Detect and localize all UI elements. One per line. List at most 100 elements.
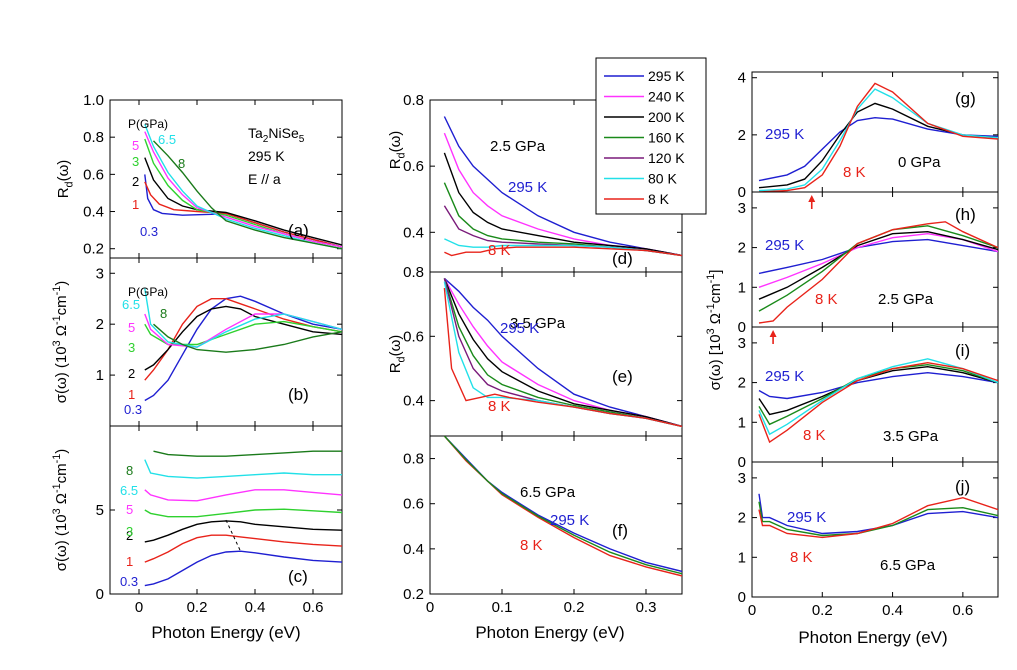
series-label: 0.3 <box>120 574 138 589</box>
annotation: E // a <box>248 171 281 187</box>
legend-label: 240 K <box>648 89 685 105</box>
panel-label: (f) <box>612 521 628 540</box>
series-line-295-K <box>758 493 998 535</box>
annotation: P(GPa) <box>128 285 168 299</box>
x-tick-label: 0.2 <box>187 599 208 616</box>
x-tick-label: 0 <box>426 599 434 616</box>
series-line-120-K <box>443 278 682 428</box>
y-axis-label: σ(ω) (103​ Ω-1​cm-1​) <box>51 281 70 403</box>
y-tick-label: 0.4 <box>83 204 104 221</box>
y-tick-label: 0.2 <box>83 241 104 258</box>
y-tick-label: 0.8 <box>83 129 104 146</box>
panel-label: (e) <box>612 367 633 386</box>
y-tick-label: 1 <box>738 414 746 431</box>
panel-label: (c) <box>288 567 308 586</box>
arrow-head-icon <box>808 195 816 202</box>
x-tick-label: 0.3 <box>636 599 657 616</box>
series-line-295-K <box>443 116 682 257</box>
series-line-2 <box>144 157 342 246</box>
x-tick-label: 0.1 <box>492 599 513 616</box>
series-line-160-K <box>758 501 998 537</box>
series-label: 3 <box>128 340 135 355</box>
x-axis-label: Photon Energy (eV) <box>151 623 300 642</box>
y-tick-label: 1 <box>96 367 104 384</box>
series-line-8 <box>153 450 342 457</box>
panel-j: 0 0.2 0.4 0.6 0 1 2 3 (j) 295 K 8 K 6.5 GPa <box>738 461 999 619</box>
y-tick-label: 0.6 <box>83 166 104 183</box>
y-tick-label: 0.4 <box>403 393 424 410</box>
y-tick-label: 0 <box>738 589 746 606</box>
panel-label: (g) <box>955 89 976 108</box>
series-line-200-K <box>443 152 682 257</box>
series-line-8 <box>152 140 342 250</box>
annotation: 295 K <box>500 320 539 337</box>
y-tick-label: 0.8 <box>403 264 424 281</box>
annotation: 295 K <box>787 509 826 526</box>
y-tick-label: 0 <box>738 454 746 471</box>
series-label: 5 <box>132 138 139 153</box>
legend-label: 8 K <box>648 191 670 207</box>
legend: 295 K 240 K 200 K 160 K 120 K 80 K 8 K <box>595 57 707 215</box>
y-tick-label: 0 <box>96 586 104 603</box>
y-tick-label: 2 <box>738 127 746 144</box>
series-line-8-K <box>758 221 998 324</box>
series-label: 0.3 <box>124 402 142 417</box>
annotation: 8 K <box>520 537 543 554</box>
series-label: 5 <box>128 320 135 335</box>
annotation: 295 K <box>508 179 547 196</box>
panel-i: 0 1 2 3 (i) 295 K 8 K 3.5 GPa <box>738 326 999 471</box>
series-label: 5 <box>126 502 133 517</box>
plot-frame-e <box>429 271 683 437</box>
series-line-295-K <box>758 371 998 400</box>
series-line-8-K <box>444 246 682 257</box>
series-line-2 <box>144 305 342 371</box>
y-tick-label: 3 <box>738 470 746 487</box>
series-line-240-K <box>443 278 682 428</box>
series-line-160-K <box>443 278 682 428</box>
panel-label: (h) <box>955 205 976 224</box>
series-label: 1 <box>132 197 139 212</box>
series-line-295-K <box>443 277 682 428</box>
x-tick-label: 0.4 <box>882 602 903 619</box>
series-line-80-K <box>758 358 998 436</box>
annotation: 8 K <box>815 291 838 308</box>
y-tick-label: 1 <box>738 549 746 566</box>
annotation: 8 K <box>843 164 866 181</box>
y-axis-label: σ(ω) (103​ Ω-1​cm-1​) <box>51 449 70 571</box>
series-line-8 <box>153 323 342 353</box>
annotation: 3.5 GPa <box>510 315 566 332</box>
series-line-3 <box>144 138 342 248</box>
series-line-0_3 <box>144 550 342 587</box>
series-line-295-K <box>443 436 682 573</box>
y-axis-label-d: Rd​(ω) <box>387 131 408 170</box>
annotation: 295 K <box>765 237 804 254</box>
series-label: 0.3 <box>140 224 158 239</box>
series-line-295-K <box>758 238 998 275</box>
y-tick-label: 0.4 <box>403 224 424 241</box>
y-tick-label: 3 <box>96 265 104 282</box>
series-label: 8 <box>126 463 133 478</box>
x-tick-label: 0.2 <box>812 602 833 619</box>
panel-label: (j) <box>955 477 970 496</box>
series-label: 8 <box>178 156 185 171</box>
panel-label: (d) <box>612 249 633 268</box>
series-line-200-K <box>443 278 682 428</box>
series-line-200-K <box>758 230 998 300</box>
x-tick-label: 0.6 <box>952 602 973 619</box>
series-label: 6.5 <box>122 297 140 312</box>
y-tick-label: 0.6 <box>403 328 424 345</box>
y-tick-label: 0.8 <box>403 92 424 109</box>
series-line-8-K <box>443 288 682 428</box>
y-tick-label: 1.0 <box>83 92 104 109</box>
x-axis-label: Photon Energy (eV) <box>475 623 624 642</box>
y-tick-label: 3 <box>738 335 746 352</box>
annotation: 295 K <box>765 368 804 385</box>
series-line-8-K <box>758 82 998 192</box>
series-label: 1 <box>126 554 133 569</box>
series-line-5 <box>144 131 342 248</box>
y-tick-label: 2 <box>738 510 746 527</box>
y-tick-label: 2 <box>738 375 746 392</box>
legend-label: 200 K <box>648 109 685 125</box>
series-line-8-K <box>758 361 998 444</box>
y-tick-label: 0 <box>738 184 746 201</box>
